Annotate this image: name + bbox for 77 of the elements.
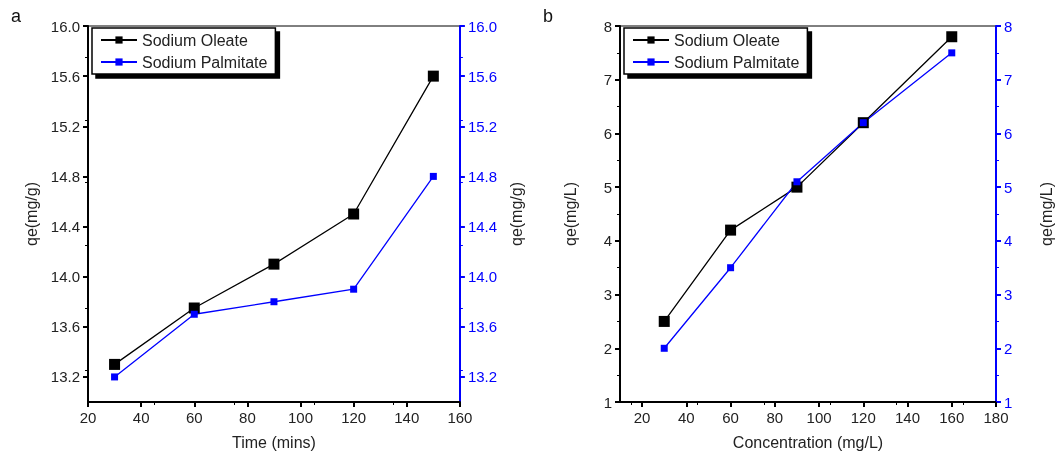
- legend-label: Sodium Oleate: [142, 31, 248, 49]
- legend-label: Sodium Oleate: [674, 31, 780, 49]
- y-tick-label: 3: [603, 286, 612, 304]
- x-tick-label: 60: [722, 409, 739, 426]
- y-tick-label: 4: [603, 232, 612, 250]
- x-tick-label: 80: [766, 409, 784, 426]
- x-axis-title: Concentration (mg/L): [732, 433, 884, 451]
- point: [793, 178, 801, 186]
- y2-tick-label: 3: [1004, 286, 1013, 304]
- y-tick-label: 5: [603, 178, 612, 196]
- x-tick-label: 140: [895, 409, 921, 426]
- y2-axis-title: qe(mg/L): [1037, 181, 1055, 247]
- x-axis-title: Time (mins): [232, 433, 316, 451]
- point: [429, 172, 437, 180]
- x-tick-label: 80: [239, 409, 256, 426]
- point: [727, 264, 735, 272]
- y-tick-label: 8: [603, 17, 612, 35]
- y-tick-label: 14.4: [50, 218, 80, 236]
- point: [350, 285, 358, 293]
- y2-tick-label: 14.0: [467, 268, 498, 286]
- point: [427, 70, 439, 82]
- x-tick-label: 100: [806, 409, 832, 426]
- y-tick-label: 15.6: [50, 67, 80, 85]
- y-tick-label: 14.8: [50, 167, 80, 185]
- x-tick-label: 140: [394, 409, 420, 426]
- y-tick-label: 13.2: [50, 368, 80, 386]
- point: [658, 315, 670, 327]
- y-tick-label: 7: [603, 71, 612, 89]
- x-tick-label: 180: [983, 409, 1009, 426]
- x-tick-label: 120: [341, 409, 367, 426]
- y2-tick-label: 14.8: [467, 167, 498, 185]
- y2-tick-label: 16.0: [467, 17, 498, 35]
- y2-tick-label: 5: [1004, 178, 1013, 196]
- y2-tick-label: 15.6: [467, 67, 498, 85]
- y2-tick-label: 1: [1004, 393, 1013, 411]
- x-tick-label: 160: [939, 409, 965, 426]
- y2-tick-label: 6: [1004, 124, 1013, 142]
- y2-tick-label: 13.2: [467, 368, 498, 386]
- y-tick-label: 15.2: [50, 117, 80, 135]
- y2-tick-label: 7: [1004, 71, 1013, 89]
- y-tick-label: 16.0: [50, 17, 80, 35]
- point: [348, 208, 360, 220]
- point: [660, 344, 668, 352]
- y-tick-label: 2: [603, 339, 612, 357]
- y2-tick-label: 4: [1004, 232, 1013, 250]
- point: [111, 373, 119, 381]
- point: [948, 49, 956, 57]
- x-tick-label: 40: [678, 409, 695, 426]
- legend-label: Sodium Palmitate: [674, 53, 800, 71]
- x-tick-label: 100: [288, 409, 314, 426]
- x-tick-label: 40: [132, 409, 150, 426]
- y-axis-title: qe(mg/L): [561, 181, 579, 247]
- y2-axis-title: qe(mg/g): [507, 181, 525, 247]
- y-tick-label: 13.6: [50, 318, 80, 336]
- legend-label: Sodium Palmitate: [142, 53, 268, 71]
- y2-tick-label: 14.4: [467, 218, 498, 236]
- x-tick-label: 160: [447, 409, 473, 426]
- x-tick-label: 60: [185, 409, 203, 426]
- y-tick-label: 14.0: [50, 268, 80, 286]
- x-tick-label: 20: [633, 409, 651, 426]
- y-tick-label: 1: [603, 393, 612, 411]
- y2-tick-label: 8: [1004, 17, 1013, 35]
- y2-tick-label: 2: [1004, 339, 1013, 357]
- chart-title: a: [11, 6, 22, 26]
- point: [109, 358, 121, 370]
- y2-tick-label: 15.2: [467, 117, 498, 135]
- x-tick-label: 20: [79, 409, 97, 426]
- y-tick-label: 6: [603, 124, 612, 142]
- point: [270, 298, 278, 306]
- point: [725, 224, 737, 236]
- chart-title: b: [543, 6, 554, 26]
- point: [268, 258, 280, 270]
- y-axis-title: qe(mg/g): [23, 181, 41, 247]
- y2-tick-label: 13.6: [467, 318, 498, 336]
- x-tick-label: 120: [850, 409, 876, 426]
- point: [946, 31, 958, 43]
- point: [190, 310, 198, 318]
